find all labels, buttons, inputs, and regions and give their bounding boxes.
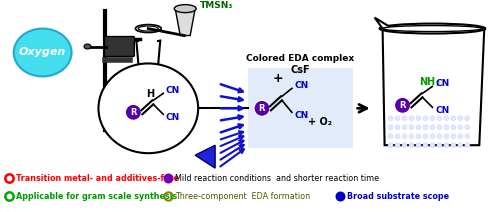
Circle shape <box>254 100 270 116</box>
Ellipse shape <box>174 5 196 13</box>
Text: H: H <box>146 89 154 99</box>
Circle shape <box>451 125 456 130</box>
Polygon shape <box>195 145 215 168</box>
Ellipse shape <box>136 25 162 33</box>
Circle shape <box>402 134 407 139</box>
Text: Colored EDA complex: Colored EDA complex <box>246 54 354 63</box>
Circle shape <box>444 143 449 148</box>
Circle shape <box>458 125 463 130</box>
Circle shape <box>416 134 421 139</box>
Text: Oxygen: Oxygen <box>19 47 66 57</box>
Ellipse shape <box>98 63 198 153</box>
Circle shape <box>395 143 400 148</box>
Text: R: R <box>400 101 406 110</box>
Ellipse shape <box>14 29 72 76</box>
Circle shape <box>423 116 428 121</box>
Circle shape <box>451 143 456 148</box>
Circle shape <box>430 134 435 139</box>
Circle shape <box>388 125 393 130</box>
Circle shape <box>409 116 414 121</box>
Circle shape <box>444 116 449 121</box>
Circle shape <box>430 143 435 148</box>
Circle shape <box>388 143 393 148</box>
Circle shape <box>402 125 407 130</box>
Circle shape <box>465 143 470 148</box>
Circle shape <box>395 116 400 121</box>
Circle shape <box>458 134 463 139</box>
Circle shape <box>416 125 421 130</box>
Circle shape <box>430 116 435 121</box>
Ellipse shape <box>84 44 91 49</box>
Circle shape <box>465 125 470 130</box>
Circle shape <box>423 134 428 139</box>
Circle shape <box>437 116 442 121</box>
Text: Mild reaction conditions  and shorter reaction time: Mild reaction conditions and shorter rea… <box>175 174 380 183</box>
Circle shape <box>444 125 449 130</box>
Text: R: R <box>130 108 136 117</box>
Circle shape <box>416 143 421 148</box>
Text: Applicable for gram scale synthesis: Applicable for gram scale synthesis <box>16 192 177 201</box>
Circle shape <box>465 116 470 121</box>
Circle shape <box>444 134 449 139</box>
FancyBboxPatch shape <box>248 68 352 148</box>
Circle shape <box>465 134 470 139</box>
Polygon shape <box>374 18 392 29</box>
Circle shape <box>437 134 442 139</box>
Text: Transition metal- and additives-free: Transition metal- and additives-free <box>16 174 178 183</box>
Text: CN: CN <box>165 86 180 95</box>
Text: + O₂: + O₂ <box>308 117 332 127</box>
Circle shape <box>423 143 428 148</box>
Circle shape <box>402 143 407 148</box>
Polygon shape <box>175 9 195 36</box>
FancyBboxPatch shape <box>104 36 134 56</box>
Ellipse shape <box>382 26 482 32</box>
Circle shape <box>394 97 410 113</box>
Text: CN: CN <box>165 113 180 122</box>
Text: CN: CN <box>436 79 450 88</box>
Circle shape <box>430 125 435 130</box>
Text: CN: CN <box>294 111 309 120</box>
Circle shape <box>409 125 414 130</box>
Polygon shape <box>382 29 484 145</box>
Circle shape <box>409 143 414 148</box>
Text: CN: CN <box>436 106 450 115</box>
Ellipse shape <box>380 24 486 33</box>
Circle shape <box>402 116 407 121</box>
Text: CsF: CsF <box>290 66 310 75</box>
Circle shape <box>437 143 442 148</box>
Text: Broad substrate scope: Broad substrate scope <box>346 192 449 201</box>
Circle shape <box>388 134 393 139</box>
Circle shape <box>423 125 428 130</box>
Circle shape <box>451 134 456 139</box>
Circle shape <box>437 125 442 130</box>
Ellipse shape <box>138 26 158 31</box>
Text: CN: CN <box>294 81 309 90</box>
Text: R: R <box>258 104 265 113</box>
Circle shape <box>458 143 463 148</box>
Circle shape <box>395 125 400 130</box>
Text: TMSN₃: TMSN₃ <box>200 1 234 10</box>
Circle shape <box>388 116 393 121</box>
Text: NH$_2$: NH$_2$ <box>418 75 440 89</box>
Text: +: + <box>272 72 283 85</box>
Circle shape <box>395 134 400 139</box>
Circle shape <box>126 104 142 120</box>
Circle shape <box>416 116 421 121</box>
Circle shape <box>451 116 456 121</box>
Text: Three-component  EDA formation: Three-component EDA formation <box>175 192 310 201</box>
Circle shape <box>409 134 414 139</box>
Circle shape <box>458 116 463 121</box>
